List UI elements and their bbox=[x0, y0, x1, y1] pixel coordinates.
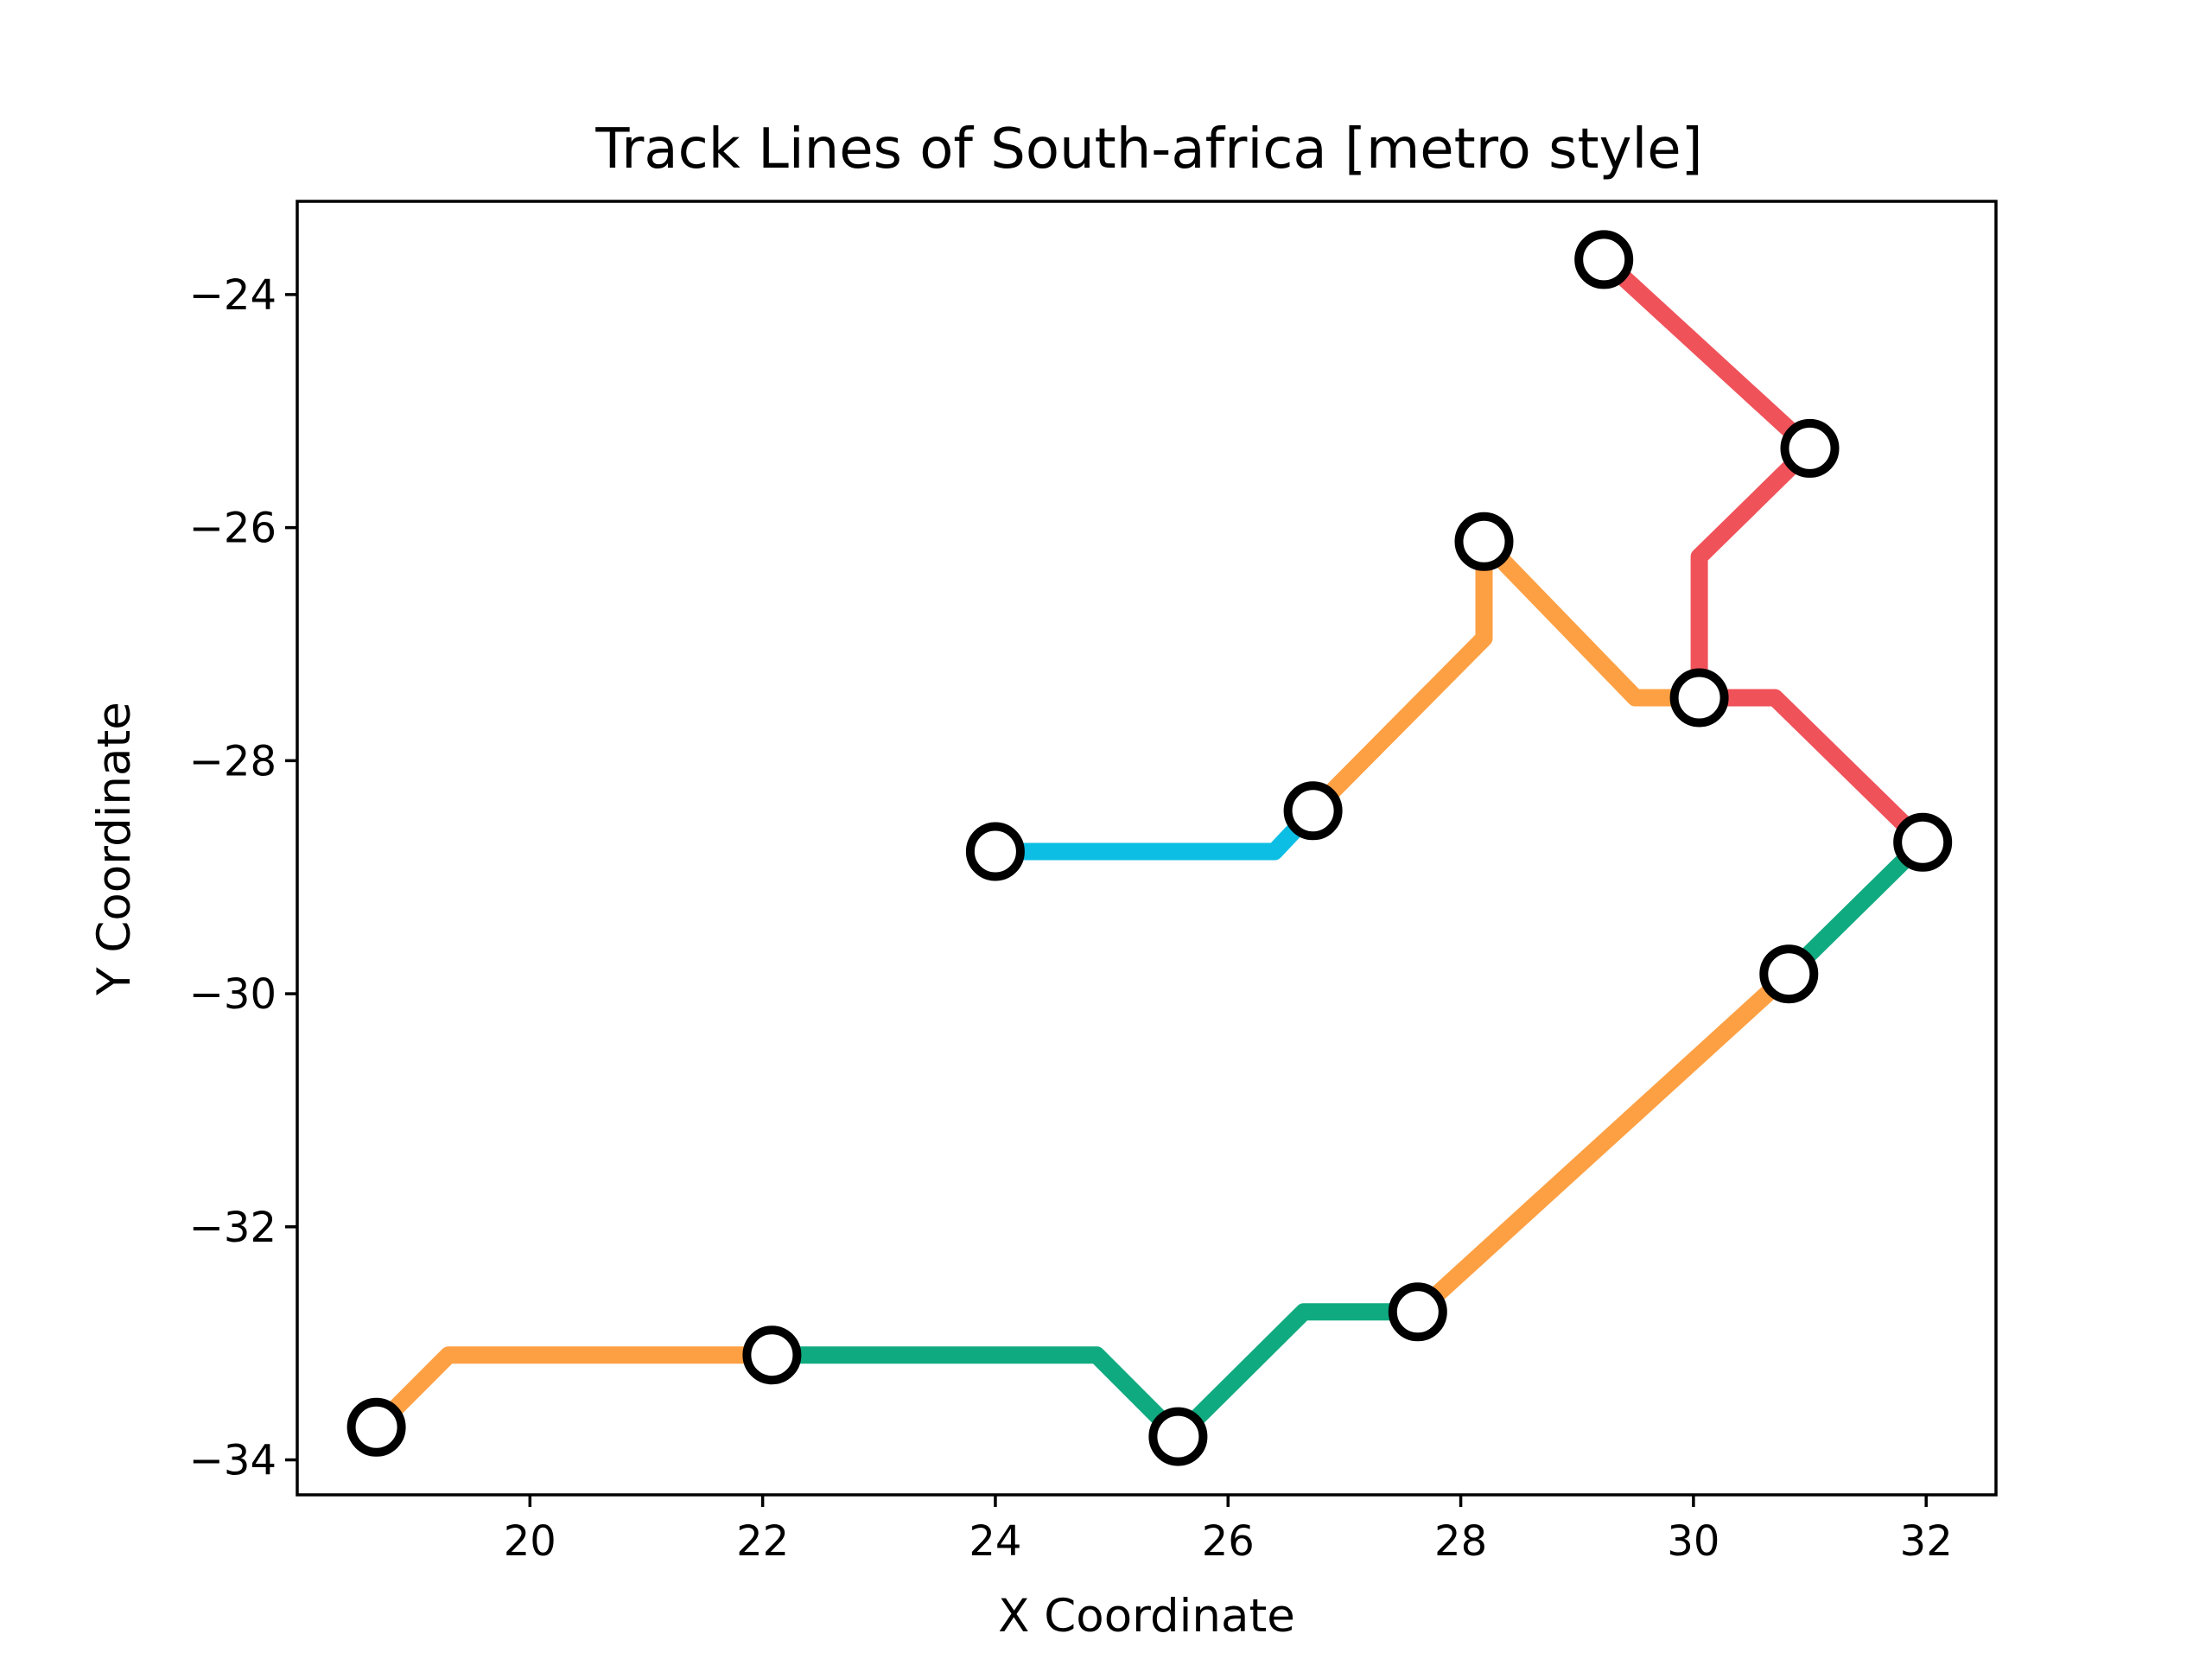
stations bbox=[346, 230, 1953, 1466]
track-line-3 bbox=[995, 804, 1319, 861]
station-marker-5 bbox=[1283, 781, 1343, 841]
station-marker-11 bbox=[1148, 1407, 1208, 1466]
plot-frame bbox=[296, 200, 1998, 1497]
y-tick-label-28: −28 bbox=[189, 737, 276, 785]
track-lines bbox=[370, 253, 1929, 1446]
track-line-6 bbox=[772, 1303, 1418, 1446]
x-tick-label-24: 24 bbox=[969, 1517, 1021, 1566]
x-axis-label: X Coordinate bbox=[998, 1590, 1295, 1643]
y-tick-label-26: −26 bbox=[189, 505, 276, 553]
x-tick-label-28: 28 bbox=[1434, 1517, 1487, 1566]
y-tick-label-30: −30 bbox=[189, 970, 276, 1019]
station-marker-9 bbox=[1388, 1282, 1447, 1342]
station-marker-8 bbox=[1759, 944, 1819, 1004]
station-marker-12 bbox=[346, 1397, 406, 1457]
station-marker-7 bbox=[1893, 812, 1953, 872]
track-line-5 bbox=[1412, 967, 1796, 1319]
track-line-4 bbox=[1783, 836, 1929, 981]
track-line-1 bbox=[1598, 253, 1929, 849]
y-tick-label-24: −24 bbox=[189, 271, 276, 320]
station-marker-6 bbox=[965, 822, 1025, 881]
station-marker-10 bbox=[742, 1325, 802, 1385]
station-marker-4 bbox=[1669, 668, 1729, 728]
x-tick-label-22: 22 bbox=[736, 1517, 789, 1566]
y-tick-label-34: −34 bbox=[189, 1437, 276, 1485]
x-tick-label-26: 26 bbox=[1202, 1517, 1255, 1566]
plot-area bbox=[346, 230, 1953, 1466]
y-axis: −24 −26 −28 −30 −32 −34 bbox=[189, 271, 297, 1485]
x-axis: 20 22 24 26 28 30 32 bbox=[504, 1495, 1953, 1566]
x-tick-label-32: 32 bbox=[1900, 1517, 1953, 1566]
x-tick-label-20: 20 bbox=[504, 1517, 556, 1566]
chart-title: Track Lines of South-africa [metro style… bbox=[594, 118, 1702, 181]
track-line-7 bbox=[370, 1346, 772, 1433]
y-tick-label-32: −32 bbox=[189, 1204, 276, 1252]
station-marker-1 bbox=[1574, 230, 1634, 289]
track-line-2 bbox=[1306, 532, 1700, 817]
y-axis-label: Y Coordinate bbox=[88, 702, 141, 996]
x-tick-label-30: 30 bbox=[1667, 1517, 1719, 1566]
station-marker-3 bbox=[1454, 512, 1514, 571]
station-marker-2 bbox=[1780, 418, 1840, 478]
